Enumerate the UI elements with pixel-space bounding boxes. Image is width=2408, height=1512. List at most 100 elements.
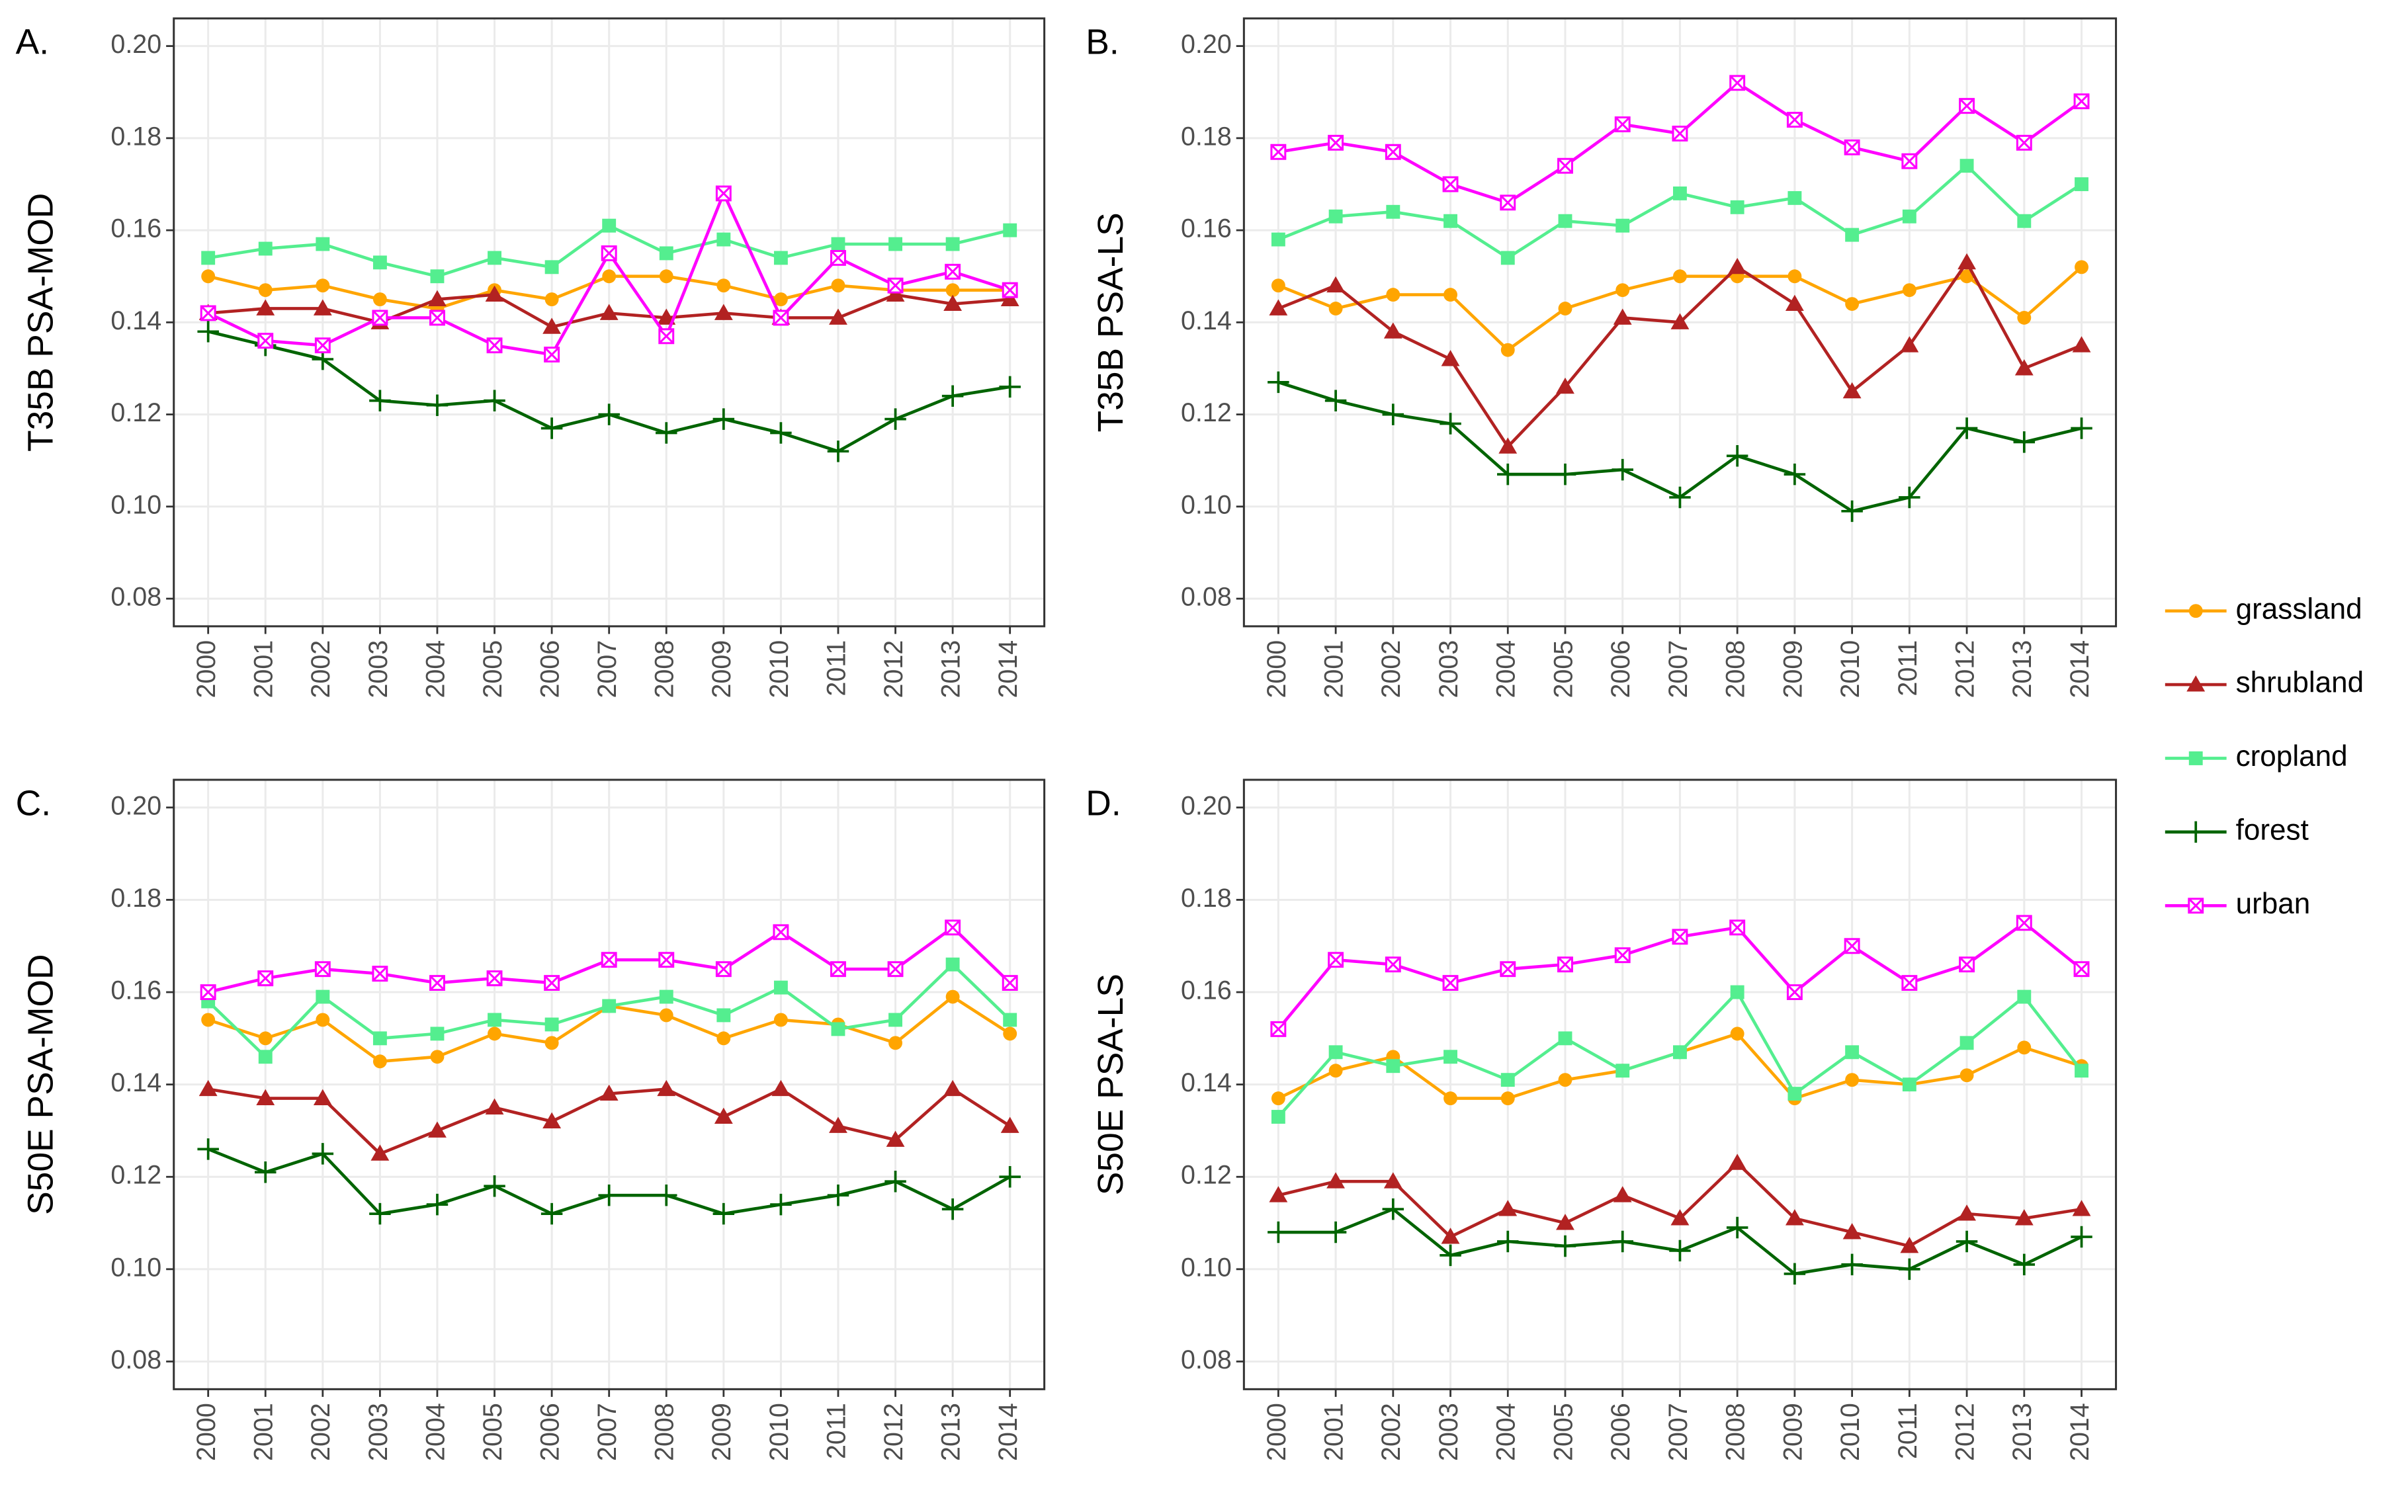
marker (316, 278, 330, 293)
marker (200, 305, 216, 321)
x-tick-label: 2008 (1721, 640, 1750, 698)
marker (430, 269, 445, 284)
marker (1500, 251, 1515, 265)
x-tick-label: 2001 (249, 640, 279, 698)
marker (1002, 282, 1018, 298)
marker (1845, 297, 1860, 311)
marker (544, 292, 559, 307)
panel-label: A. (16, 22, 49, 62)
marker (1383, 322, 1402, 339)
marker (831, 278, 845, 293)
marker (1328, 952, 1344, 968)
marker (2073, 961, 2090, 978)
marker (1841, 1253, 1863, 1276)
marker (1385, 144, 1401, 160)
marker (1500, 1091, 1515, 1106)
marker (1328, 1045, 1343, 1060)
marker (657, 1079, 676, 1097)
marker (1959, 98, 1975, 114)
marker (1844, 938, 1860, 954)
marker (941, 385, 964, 407)
marker (943, 294, 963, 311)
marker (1784, 463, 1806, 485)
marker (2071, 1226, 2092, 1248)
y-tick-label: 0.16 (110, 214, 161, 243)
y-tick-label: 0.10 (1181, 1253, 1232, 1282)
y-tick-label: 0.20 (110, 30, 161, 59)
y-tick-label: 0.18 (110, 884, 161, 913)
marker (1784, 1263, 1806, 1285)
marker (659, 269, 673, 284)
marker (1959, 159, 1974, 173)
y-tick-label: 0.10 (110, 1253, 161, 1282)
marker (1785, 1209, 1804, 1226)
marker (714, 304, 733, 320)
marker (715, 961, 732, 978)
marker (1785, 294, 1804, 311)
marker (1500, 194, 1516, 211)
marker (1557, 157, 1573, 174)
marker (426, 394, 449, 416)
marker (316, 989, 330, 1004)
marker (884, 1170, 906, 1193)
x-tick-label: 2001 (1320, 640, 1349, 698)
x-tick-label: 2003 (1434, 640, 1463, 698)
y-tick-label: 0.08 (1181, 583, 1232, 612)
marker (201, 1013, 216, 1027)
marker (1000, 290, 1019, 307)
marker (712, 1202, 735, 1225)
marker (1957, 1204, 1977, 1221)
y-tick-label: 0.20 (1181, 30, 1232, 59)
x-tick-label: 2014 (994, 1403, 1023, 1461)
x-tick-label: 2000 (1262, 1403, 1291, 1461)
marker (372, 966, 388, 982)
plot-frame (173, 17, 1046, 628)
marker (540, 417, 563, 439)
marker (886, 285, 905, 302)
legend-label: shrubland (2236, 667, 2364, 699)
marker (1500, 1073, 1515, 1087)
marker (999, 376, 1021, 398)
marker (1385, 956, 1401, 973)
marker (1500, 961, 1516, 978)
x-tick-label: 2008 (650, 640, 679, 698)
marker (1271, 232, 1285, 247)
marker (601, 952, 617, 968)
marker (945, 237, 960, 251)
marker (370, 1144, 390, 1161)
legend-key (2188, 751, 2203, 765)
marker (1669, 486, 1691, 509)
marker (712, 408, 735, 430)
marker (2075, 177, 2088, 191)
x-tick-label: 2010 (765, 1403, 794, 1461)
marker (1382, 403, 1404, 425)
marker (1498, 1200, 1518, 1216)
marker (1614, 947, 1631, 964)
marker (372, 310, 388, 326)
marker (831, 237, 845, 251)
marker (1498, 437, 1518, 454)
marker (1845, 228, 1860, 242)
marker (829, 1116, 847, 1133)
marker (773, 980, 788, 995)
y-tick-label: 0.16 (110, 976, 161, 1005)
marker (1730, 1027, 1744, 1041)
legend-key (2188, 898, 2204, 914)
legend-key (2188, 604, 2203, 618)
marker (2188, 751, 2203, 765)
marker (2017, 1040, 2032, 1055)
marker (1614, 116, 1631, 132)
marker (1270, 1021, 1287, 1037)
x-tick-label: 2003 (364, 640, 393, 698)
marker (1673, 186, 1687, 200)
marker (1497, 1230, 1519, 1253)
plot-frame (173, 778, 1046, 1390)
marker (258, 241, 273, 256)
marker (598, 1184, 620, 1206)
marker (1615, 218, 1630, 233)
y-axis-label: S50E PSA-MOD (22, 954, 61, 1214)
marker (544, 1036, 559, 1050)
marker (258, 283, 273, 298)
y-tick-label: 0.12 (110, 1161, 161, 1190)
marker (540, 1202, 563, 1225)
